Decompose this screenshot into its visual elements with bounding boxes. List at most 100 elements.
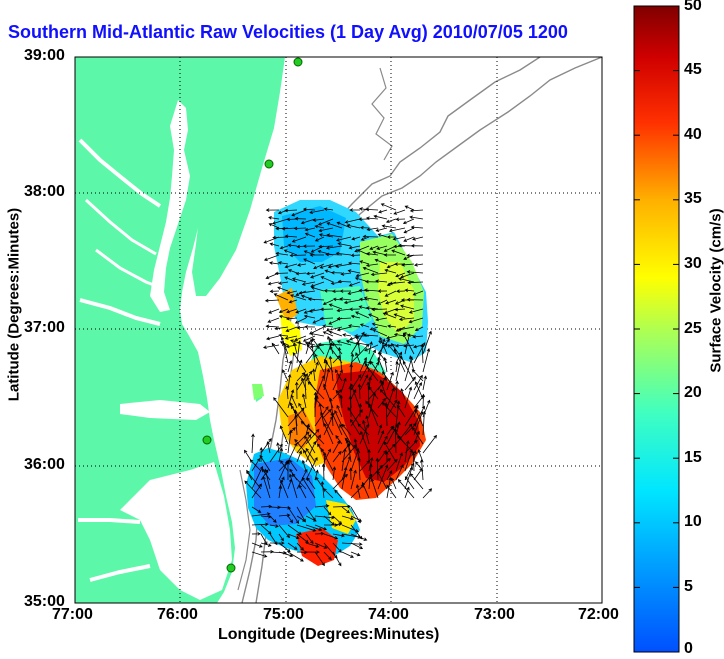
velocity-arrow [384, 268, 397, 274]
velocity-arrow [330, 270, 343, 275]
velocity-arrow [290, 405, 307, 427]
velocity-arrow [357, 383, 362, 400]
velocity-arrow [339, 297, 352, 301]
velocity-arrow [404, 386, 413, 409]
velocity-arrow [392, 236, 406, 241]
velocity-arrow [321, 448, 334, 472]
velocity-arrow [290, 394, 298, 409]
velocity-arrow [314, 504, 330, 508]
velocity-arrow [278, 447, 284, 463]
velocity-arrow [322, 451, 327, 472]
velocity-arrow [273, 293, 289, 301]
velocity-arrow [296, 325, 307, 330]
velocity-arrow [374, 258, 388, 265]
velocity-arrow [302, 207, 316, 212]
velocity-arrow [375, 227, 388, 232]
velocity-arrow [359, 260, 370, 265]
velocity-arrow [291, 277, 307, 283]
neuse-river [89, 564, 151, 582]
velocity-arrow [395, 423, 413, 445]
velocity-arrow [289, 253, 307, 258]
velocity-arrow [410, 243, 424, 248]
velocity-arrow [269, 261, 280, 265]
velocity-arrow [325, 252, 343, 257]
velocity-arrow [287, 506, 300, 525]
velocity-arrow [395, 355, 403, 382]
velocity-arrow [312, 218, 325, 222]
velocity-arrow [417, 449, 424, 463]
colorbar-tick-label: 10 [684, 513, 702, 530]
velocity-arrow [323, 533, 339, 540]
velocity-arrow [387, 344, 397, 355]
velocity-arrow [366, 216, 379, 220]
velocity-arrow [334, 489, 343, 499]
velocity-arrow [355, 311, 370, 319]
velocity-arrow [303, 250, 316, 256]
velocity-arrow [379, 336, 388, 355]
velocity-arrow [402, 360, 415, 382]
velocity-arrow [378, 209, 388, 214]
velocity-arrow [362, 234, 379, 239]
colorbar-tick-label: 50 [684, 0, 702, 14]
velocity-arrow [359, 356, 368, 373]
y-tick-label: 37:00 [24, 319, 65, 336]
velocity-arrow [409, 208, 424, 213]
velocity-arrow [260, 524, 272, 535]
velocity-arrow [268, 223, 280, 229]
velocity-arrow [285, 326, 298, 332]
velocity-arrow [372, 329, 388, 337]
velocity-arrow [305, 550, 320, 554]
velocity-arrow [382, 312, 397, 319]
velocity-arrow [269, 515, 277, 523]
velocity-arrow [278, 551, 294, 558]
velocity-arrow [314, 236, 325, 242]
velocity-arrow [328, 330, 343, 337]
velocity-arrow [275, 251, 289, 256]
velocity-arrow [314, 551, 325, 567]
velocity-arrow [376, 245, 388, 250]
velocity-arrow [318, 227, 334, 233]
velocity-arrow [296, 524, 317, 532]
velocity-arrow [301, 477, 316, 499]
velocity-arrow [327, 263, 343, 269]
velocity-arrow [277, 286, 289, 292]
velocity-arrow [386, 235, 397, 239]
velocity-arrow [377, 430, 385, 445]
velocity-arrow [368, 349, 376, 364]
velocity-arrow [362, 419, 370, 445]
velocity-arrow [377, 435, 388, 454]
velocity-arrow [276, 442, 280, 454]
velocity-arrow [365, 207, 379, 212]
velocity-arrow [280, 460, 289, 472]
velocity-arrow [332, 389, 343, 400]
velocity-arrow [422, 410, 427, 436]
velocity-arrow [298, 484, 307, 499]
velocity-arrow [387, 324, 397, 328]
velocity-arrow [303, 449, 316, 472]
velocity-arrow [395, 217, 406, 222]
velocity-arrow [347, 269, 361, 274]
velocity-arrow [370, 478, 379, 499]
velocity-arrow [376, 470, 388, 490]
velocity-arrow [268, 308, 280, 314]
york-river [95, 248, 163, 290]
velocity-arrow [279, 425, 289, 445]
velocity-arrow [377, 299, 388, 305]
velocity-arrow [320, 481, 325, 499]
velocity-arrow [408, 317, 424, 324]
velocity-arrow [349, 208, 361, 212]
land-mass [75, 57, 272, 603]
velocity-arrow [296, 450, 303, 463]
y-tick-label: 39:00 [24, 47, 65, 64]
velocity-arrow [296, 434, 312, 454]
velocity-arrow [288, 299, 298, 304]
station-marker [293, 57, 303, 67]
velocity-arrow [273, 397, 289, 418]
velocity-arrow [287, 243, 298, 248]
velocity-arrow [375, 317, 388, 322]
velocity-arrow [313, 263, 325, 270]
velocity-arrow [403, 344, 415, 348]
velocity-arrow [312, 368, 316, 382]
velocity-arrow [332, 473, 348, 490]
velocity-arrow [269, 289, 280, 294]
